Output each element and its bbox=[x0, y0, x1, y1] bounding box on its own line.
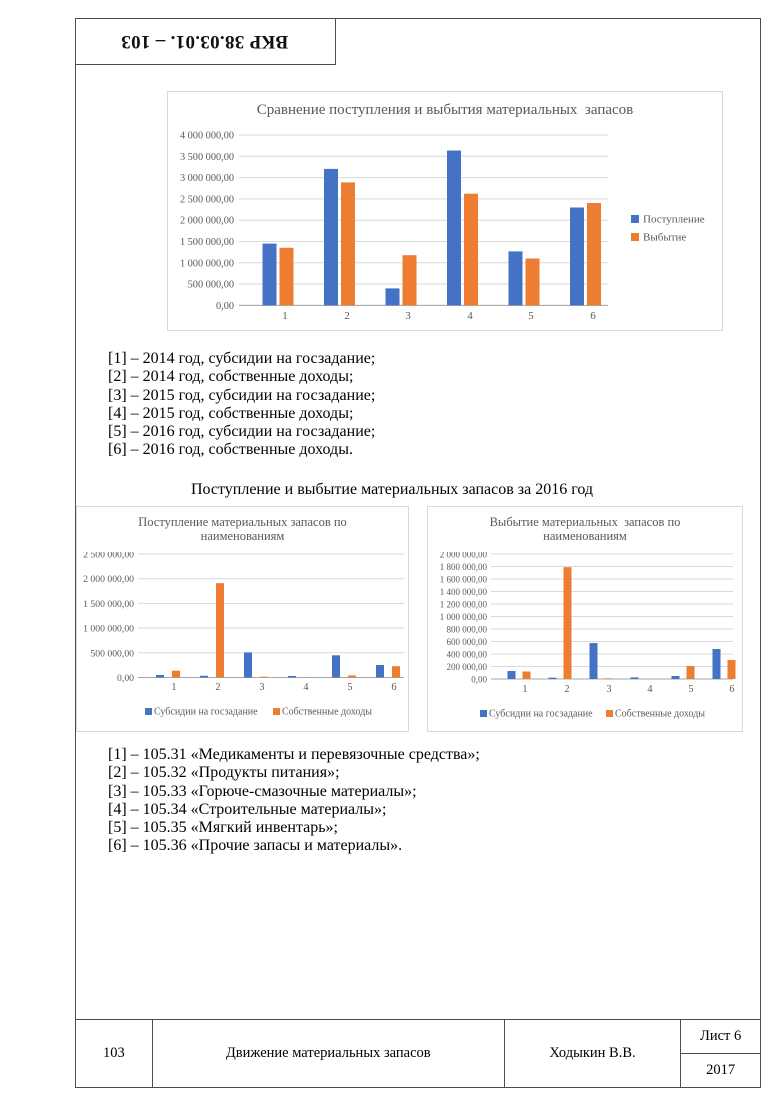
svg-text:800 000,00: 800 000,00 bbox=[447, 625, 488, 635]
svg-text:5: 5 bbox=[347, 682, 352, 693]
svg-text:0,00: 0,00 bbox=[216, 301, 234, 312]
svg-text:3: 3 bbox=[405, 310, 411, 322]
svg-text:Субсидии на госзадание: Субсидии на госзадание bbox=[154, 707, 258, 718]
svg-text:2 000 000,00: 2 000 000,00 bbox=[83, 574, 134, 585]
svg-text:4: 4 bbox=[303, 682, 308, 693]
svg-text:Собственные доходы: Собственные доходы bbox=[615, 709, 705, 720]
svg-text:1: 1 bbox=[282, 310, 288, 322]
svg-text:2: 2 bbox=[344, 310, 350, 322]
svg-text:Собственные доходы: Собственные доходы bbox=[282, 707, 372, 718]
svg-text:Поступление: Поступление bbox=[643, 214, 705, 226]
svg-text:4: 4 bbox=[467, 310, 473, 322]
svg-text:1 000 000,00: 1 000 000,00 bbox=[180, 258, 234, 269]
svg-text:2 500 000,00: 2 500 000,00 bbox=[83, 552, 134, 561]
svg-text:3 000 000,00: 3 000 000,00 bbox=[180, 173, 234, 184]
svg-text:400 000,00: 400 000,00 bbox=[447, 650, 488, 660]
svg-text:2 500 000,00: 2 500 000,00 bbox=[180, 194, 234, 205]
svg-text:1 500 000,00: 1 500 000,00 bbox=[180, 237, 234, 248]
svg-text:1 800 000,00: 1 800 000,00 bbox=[440, 562, 488, 572]
svg-text:5: 5 bbox=[528, 310, 534, 322]
svg-text:4: 4 bbox=[647, 684, 652, 695]
svg-text:3 500 000,00: 3 500 000,00 bbox=[180, 152, 234, 163]
svg-text:2 000 000,00: 2 000 000,00 bbox=[180, 216, 234, 227]
svg-text:2: 2 bbox=[564, 684, 569, 695]
svg-text:0,00: 0,00 bbox=[117, 673, 134, 684]
svg-text:5: 5 bbox=[688, 684, 693, 695]
svg-text:1 000 000,00: 1 000 000,00 bbox=[440, 612, 488, 622]
svg-text:1: 1 bbox=[171, 682, 176, 693]
svg-text:Выбытие: Выбытие bbox=[643, 232, 686, 244]
svg-text:6: 6 bbox=[590, 310, 596, 322]
svg-text:600 000,00: 600 000,00 bbox=[447, 637, 488, 647]
svg-text:6: 6 bbox=[391, 682, 396, 693]
svg-text:1 200 000,00: 1 200 000,00 bbox=[440, 600, 488, 610]
svg-text:200 000,00: 200 000,00 bbox=[447, 662, 488, 672]
svg-text:3: 3 bbox=[259, 682, 264, 693]
svg-text:3: 3 bbox=[606, 684, 611, 695]
svg-text:2 000 000,00: 2 000 000,00 bbox=[440, 552, 488, 560]
svg-text:1 400 000,00: 1 400 000,00 bbox=[440, 587, 488, 597]
svg-text:4 000 000,00: 4 000 000,00 bbox=[180, 131, 234, 142]
svg-text:2: 2 bbox=[215, 682, 220, 693]
svg-text:1: 1 bbox=[522, 684, 527, 695]
svg-text:1 500 000,00: 1 500 000,00 bbox=[83, 599, 134, 610]
svg-text:500 000,00: 500 000,00 bbox=[188, 280, 234, 291]
svg-text:0,00: 0,00 bbox=[471, 675, 487, 685]
svg-text:1 600 000,00: 1 600 000,00 bbox=[440, 575, 488, 585]
svg-text:Субсидии на госзадание: Субсидии на госзадание bbox=[489, 709, 593, 720]
svg-text:500 000,00: 500 000,00 bbox=[90, 648, 134, 659]
svg-text:6: 6 bbox=[729, 684, 734, 695]
svg-text:1 000 000,00: 1 000 000,00 bbox=[83, 624, 134, 635]
